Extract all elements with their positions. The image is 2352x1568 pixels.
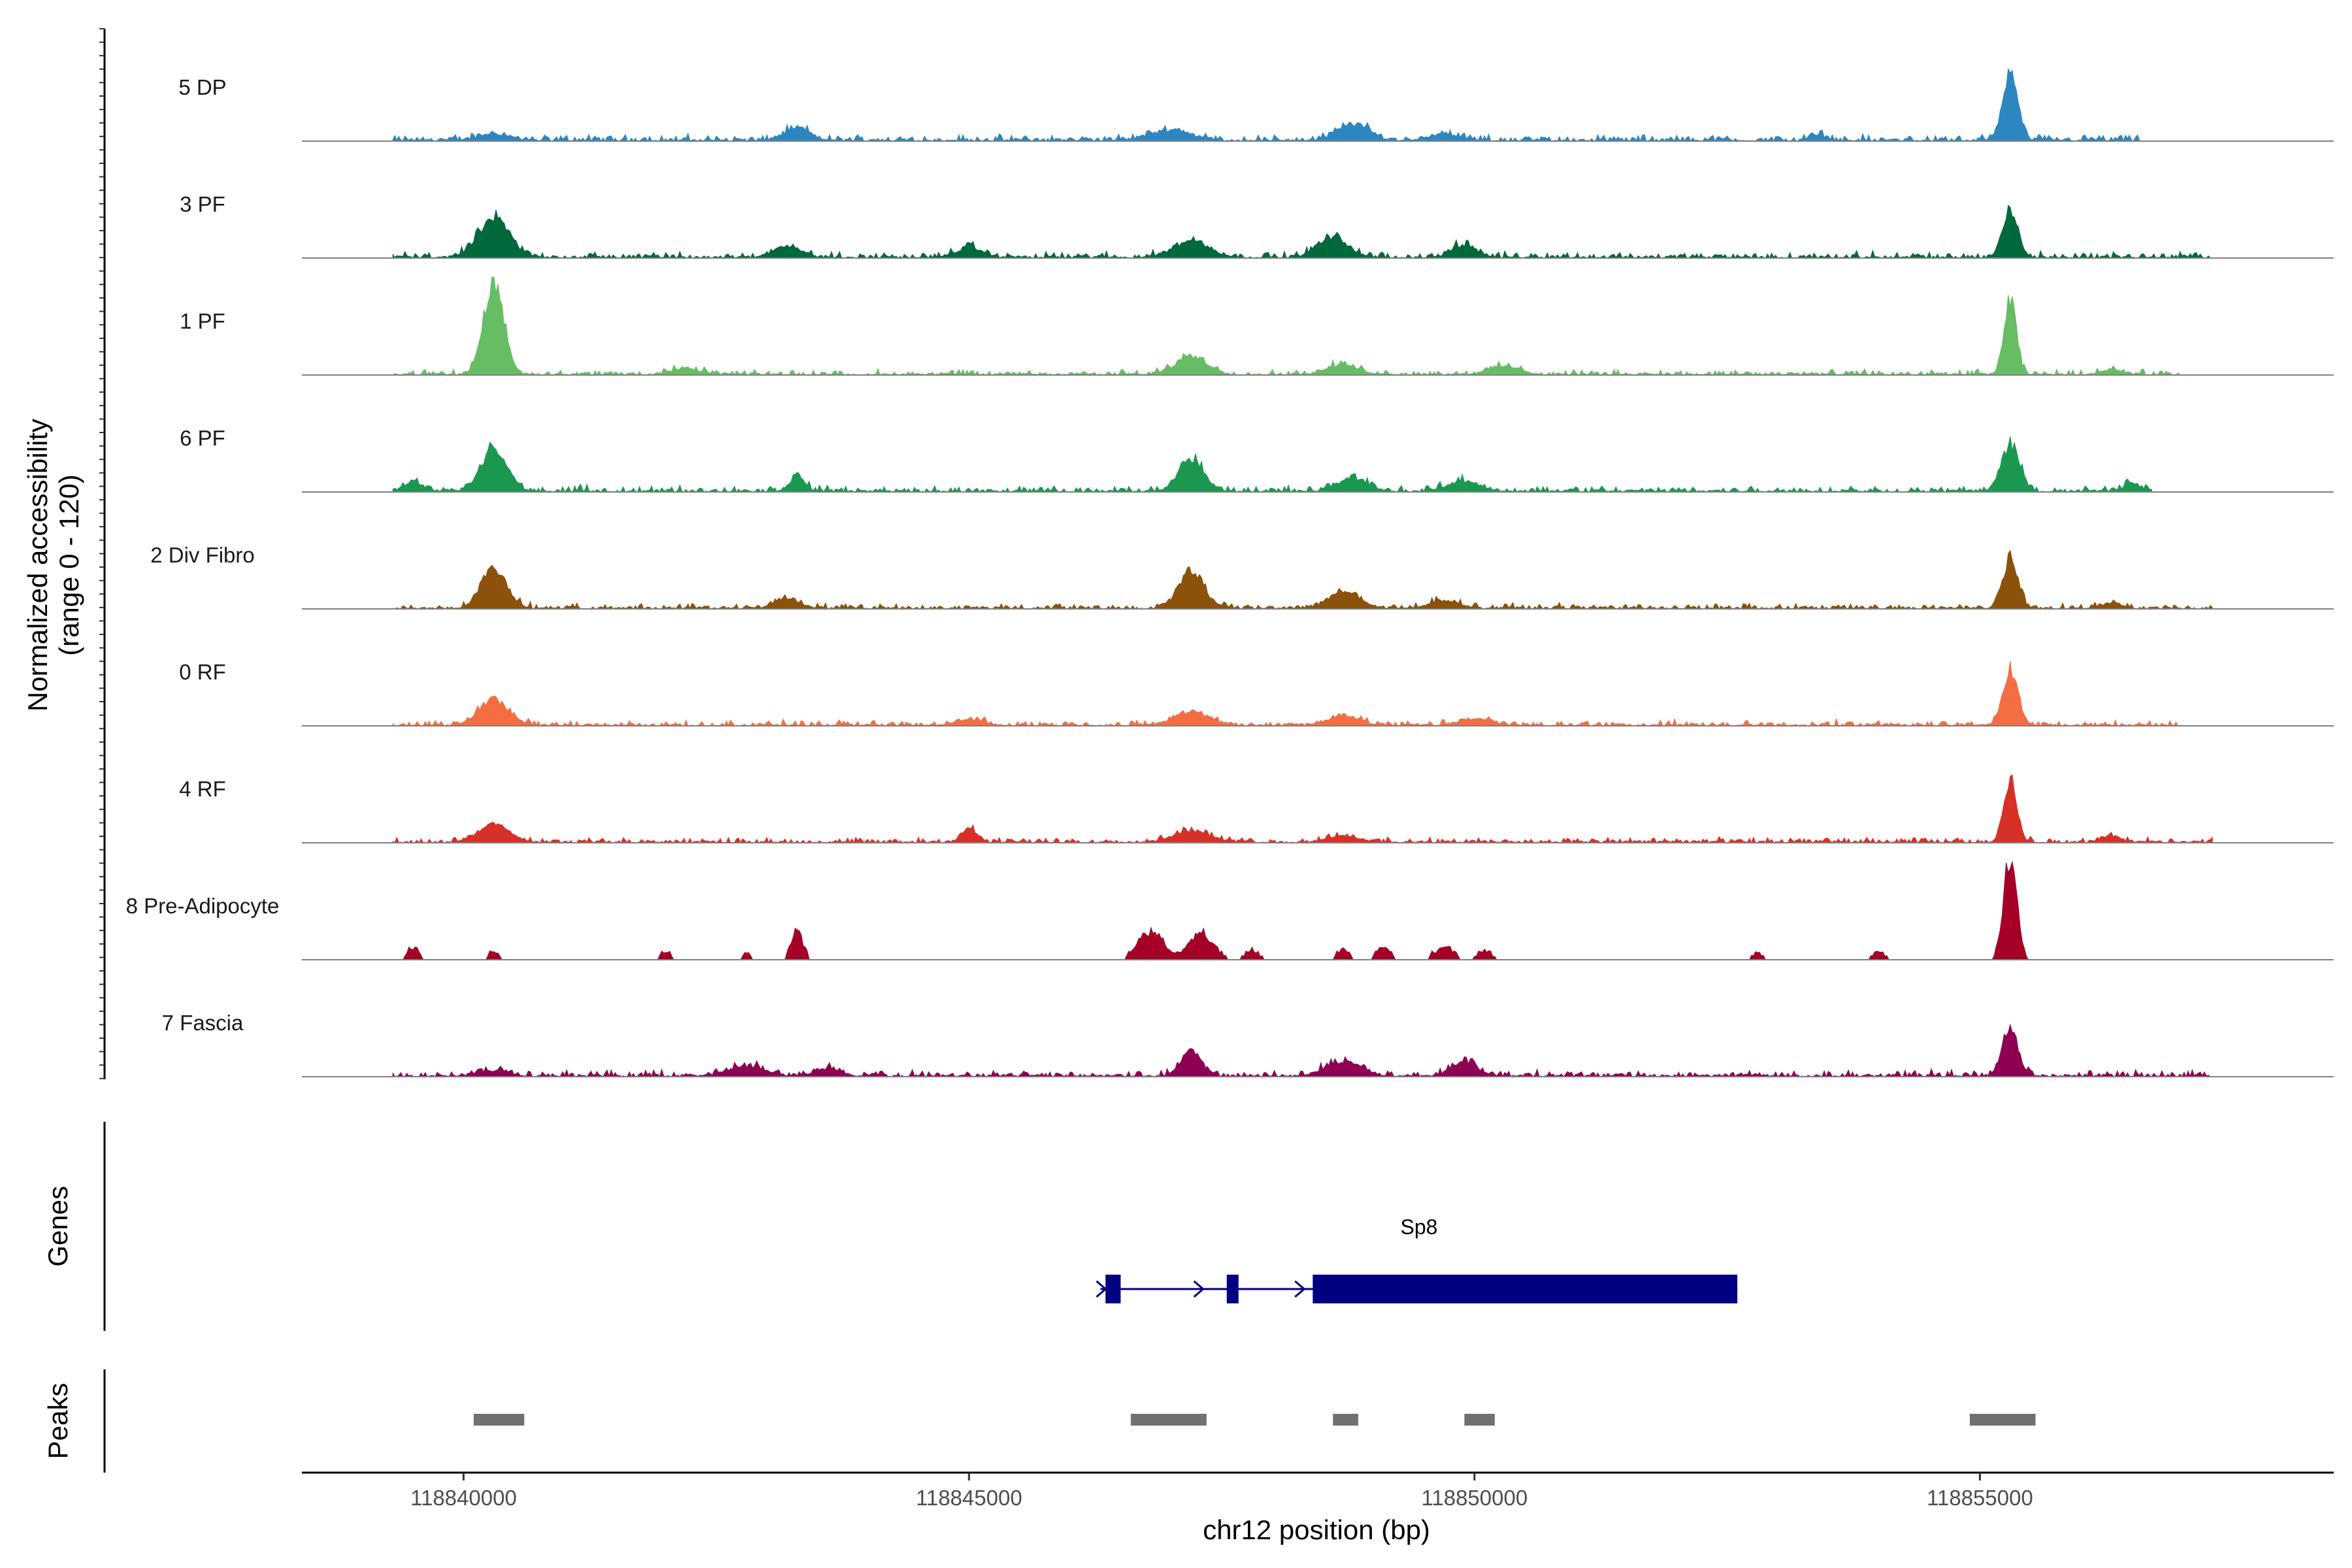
track-label: 0 RF xyxy=(179,660,226,684)
coverage-area xyxy=(392,661,2183,727)
y-axis xyxy=(99,28,106,1079)
y-axis-title-line2: (range 0 - 120) xyxy=(54,474,84,656)
coverage-area xyxy=(393,861,2051,960)
coverage-track: 6 PF xyxy=(180,426,2334,493)
coverage-area xyxy=(392,436,2152,493)
peaks-track-title: Peaks xyxy=(42,1383,73,1460)
gene-exon xyxy=(1105,1275,1121,1303)
coverage-track: 3 PF xyxy=(180,192,2334,259)
track-label: 6 PF xyxy=(180,426,225,450)
coverage-area xyxy=(392,549,2213,610)
coverage-track: 8 Pre-Adipocyte xyxy=(126,861,2334,960)
x-tick-label: 118845000 xyxy=(916,1486,1022,1510)
coverage-area xyxy=(392,204,2213,259)
peak-region xyxy=(1970,1414,2036,1426)
peak-region xyxy=(1333,1414,1358,1426)
gene-exon xyxy=(1313,1275,1738,1303)
coverage-track: 0 RF xyxy=(179,660,2334,727)
genes-track-title: Genes xyxy=(42,1186,73,1267)
gene-strand-arrow xyxy=(1294,1280,1306,1298)
track-label: 4 RF xyxy=(179,777,226,801)
x-tick-label: 118855000 xyxy=(1927,1486,2033,1510)
coverage-track: 2 Div Fibro xyxy=(150,543,2334,610)
coverage-area xyxy=(392,1023,2213,1078)
coverage-track: 5 DP xyxy=(178,67,2334,142)
track-label: 8 Pre-Adipocyte xyxy=(126,894,280,918)
track-label: 2 Div Fibro xyxy=(150,543,255,567)
coverage-area xyxy=(392,774,2213,844)
track-label: 5 DP xyxy=(178,75,226,99)
peak-region xyxy=(1464,1414,1495,1426)
track-label: 1 PF xyxy=(180,309,225,333)
gene-exon xyxy=(1226,1275,1239,1303)
gene-name-label: Sp8 xyxy=(1401,1215,1438,1239)
y-axis-title-line1: Normalized accessibility xyxy=(22,419,53,711)
gene-strand-arrow xyxy=(1193,1280,1205,1298)
genes-track: Sp8 xyxy=(1096,1215,1738,1303)
coverage-track: 1 PF xyxy=(180,276,2334,376)
x-axis-title: chr12 position (bp) xyxy=(1203,1514,1430,1545)
x-axis: 118840000 118845000 118850000 118855000 xyxy=(302,1471,2334,1510)
coverage-area xyxy=(392,276,2183,376)
coverage-area xyxy=(392,67,2142,142)
peaks-track xyxy=(474,1414,2036,1426)
x-tick-label: 118850000 xyxy=(1421,1486,1527,1510)
coverage-track: 4 RF xyxy=(179,774,2334,844)
peak-region xyxy=(1130,1414,1207,1426)
track-label: 3 PF xyxy=(180,192,225,216)
coverage-tracks: 5 DP 3 PF 1 PF 6 PF 2 Div Fibro 0 RF 4 RF 8 Pre… xyxy=(126,67,2334,1078)
peak-region xyxy=(474,1414,525,1426)
x-tick-label: 118840000 xyxy=(410,1486,517,1510)
track-label: 7 Fascia xyxy=(162,1011,244,1035)
coverage-track: 7 Fascia xyxy=(162,1011,2334,1078)
